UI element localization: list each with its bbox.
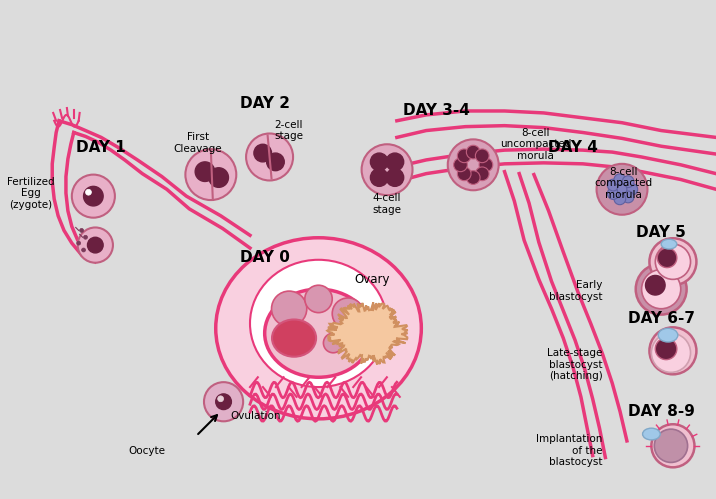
Ellipse shape bbox=[661, 239, 677, 249]
Circle shape bbox=[655, 244, 690, 279]
Circle shape bbox=[362, 144, 412, 195]
Text: Early
blastocyst: Early blastocyst bbox=[549, 280, 602, 302]
Circle shape bbox=[646, 275, 665, 295]
Circle shape bbox=[642, 269, 681, 309]
Text: Ovary: Ovary bbox=[354, 273, 390, 286]
Circle shape bbox=[246, 134, 293, 181]
Circle shape bbox=[614, 174, 626, 186]
Circle shape bbox=[78, 228, 113, 262]
Polygon shape bbox=[327, 302, 407, 364]
Circle shape bbox=[324, 333, 343, 353]
Text: DAY 0: DAY 0 bbox=[240, 250, 289, 265]
Circle shape bbox=[87, 237, 103, 253]
Circle shape bbox=[649, 327, 697, 374]
Circle shape bbox=[655, 338, 677, 360]
Circle shape bbox=[657, 248, 677, 267]
Circle shape bbox=[466, 171, 480, 185]
Circle shape bbox=[458, 167, 471, 181]
Ellipse shape bbox=[250, 260, 387, 387]
Circle shape bbox=[370, 169, 388, 186]
Circle shape bbox=[82, 248, 85, 252]
Circle shape bbox=[305, 285, 332, 313]
Text: DAY 8-9: DAY 8-9 bbox=[628, 404, 695, 419]
Circle shape bbox=[626, 184, 638, 195]
Text: DAY 4: DAY 4 bbox=[548, 140, 598, 155]
Circle shape bbox=[475, 167, 489, 181]
Circle shape bbox=[79, 229, 84, 233]
Circle shape bbox=[458, 149, 471, 163]
Circle shape bbox=[216, 394, 231, 410]
Circle shape bbox=[350, 330, 365, 346]
Ellipse shape bbox=[216, 238, 421, 419]
Circle shape bbox=[77, 241, 81, 245]
Circle shape bbox=[185, 149, 236, 200]
Circle shape bbox=[266, 153, 284, 171]
Circle shape bbox=[479, 158, 493, 172]
Circle shape bbox=[195, 162, 215, 182]
Circle shape bbox=[292, 326, 316, 350]
Circle shape bbox=[218, 396, 223, 402]
Ellipse shape bbox=[265, 289, 372, 377]
Circle shape bbox=[72, 175, 115, 218]
Text: Late-stage
blastocyst
(hatching): Late-stage blastocyst (hatching) bbox=[547, 348, 602, 381]
Circle shape bbox=[84, 186, 103, 206]
Circle shape bbox=[271, 291, 306, 326]
Text: 4-cell
stage: 4-cell stage bbox=[372, 193, 402, 215]
Text: Ovulation: Ovulation bbox=[231, 411, 281, 422]
Circle shape bbox=[617, 185, 627, 194]
Text: DAY 1: DAY 1 bbox=[77, 140, 126, 155]
Circle shape bbox=[386, 153, 404, 171]
Text: DAY 5: DAY 5 bbox=[637, 225, 686, 240]
Text: First
Cleavage: First Cleavage bbox=[174, 132, 223, 154]
Circle shape bbox=[386, 169, 404, 186]
Circle shape bbox=[622, 191, 634, 203]
Text: Oocyte: Oocyte bbox=[129, 446, 165, 456]
Circle shape bbox=[614, 193, 626, 205]
Circle shape bbox=[475, 149, 489, 163]
Circle shape bbox=[370, 153, 388, 171]
Circle shape bbox=[254, 144, 271, 162]
Text: 8-cell
compacted
morula: 8-cell compacted morula bbox=[594, 167, 653, 200]
Circle shape bbox=[332, 298, 364, 329]
Ellipse shape bbox=[272, 319, 316, 357]
Circle shape bbox=[649, 238, 697, 285]
Circle shape bbox=[448, 139, 498, 190]
Text: DAY 3-4: DAY 3-4 bbox=[402, 103, 470, 118]
Text: 2-cell
stage: 2-cell stage bbox=[274, 120, 304, 141]
Text: Implantation
of the
blastocyst: Implantation of the blastocyst bbox=[536, 434, 602, 467]
Text: DAY 2: DAY 2 bbox=[240, 96, 290, 111]
Circle shape bbox=[84, 236, 87, 239]
Text: Fertilized
Egg
(zygote): Fertilized Egg (zygote) bbox=[6, 177, 54, 210]
Circle shape bbox=[596, 164, 647, 215]
Circle shape bbox=[466, 145, 480, 159]
Text: 8-cell
uncompacted
morula: 8-cell uncompacted morula bbox=[500, 128, 571, 161]
Circle shape bbox=[622, 176, 634, 188]
Text: DAY 6-7: DAY 6-7 bbox=[628, 311, 695, 326]
Circle shape bbox=[454, 158, 468, 172]
Circle shape bbox=[209, 168, 228, 187]
Circle shape bbox=[85, 189, 92, 195]
Circle shape bbox=[636, 263, 687, 314]
Circle shape bbox=[607, 188, 619, 200]
Circle shape bbox=[204, 382, 243, 421]
Circle shape bbox=[652, 333, 690, 372]
Circle shape bbox=[654, 429, 687, 463]
Ellipse shape bbox=[642, 428, 660, 440]
Circle shape bbox=[652, 424, 695, 468]
Ellipse shape bbox=[658, 328, 678, 342]
Circle shape bbox=[607, 179, 619, 191]
